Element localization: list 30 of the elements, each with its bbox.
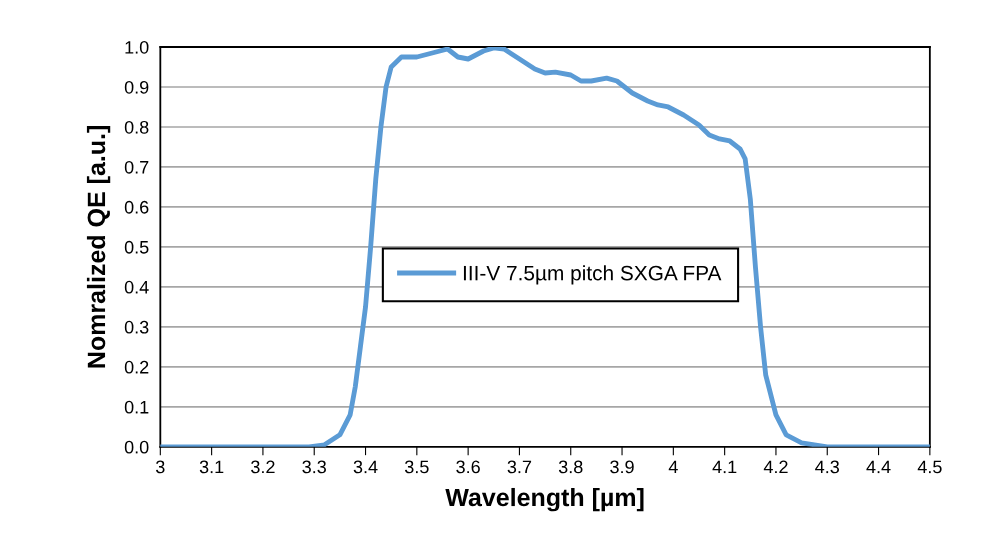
y-tick-label: 0.3 (124, 320, 149, 334)
y-axis-title: Nomralized QE [a.u.] (86, 126, 111, 368)
y-tick-label: 0.5 (124, 240, 149, 254)
x-tick-label: 3.6 (456, 460, 480, 474)
y-tick-label: 1.0 (125, 40, 149, 54)
x-tick-label: 4.3 (815, 460, 840, 474)
x-tick-label: 3.9 (610, 460, 634, 474)
y-tick-label: 0.7 (124, 160, 149, 174)
x-tick-label: 3.8 (558, 460, 583, 474)
y-tick-label: 0.1 (124, 400, 149, 414)
x-tick-label: 4 (668, 460, 678, 474)
x-tick-label: 3 (155, 460, 165, 474)
legend-label: III-V 7.5µm pitch SXGA FPA (463, 265, 722, 285)
y-tick-label: 0.2 (124, 360, 149, 374)
x-tick-label: 4.2 (763, 460, 788, 474)
x-tick-label: 3.1 (199, 460, 224, 474)
y-tick-label: 0.8 (124, 120, 149, 134)
x-tick-label: 3.5 (404, 460, 429, 474)
x-tick-label: 3.4 (353, 460, 378, 474)
x-tick-label: 3.3 (302, 460, 326, 474)
x-tick-label: 4.1 (712, 460, 737, 474)
y-tick-label: 0.0 (124, 440, 149, 454)
y-tick-label: 0.4 (124, 280, 149, 294)
x-axis-title: Wavelength [µm] (445, 487, 644, 512)
x-tick-label: 4.5 (917, 460, 942, 474)
x-tick-label: 4.4 (866, 460, 891, 474)
y-tick-label: 0.6 (124, 200, 149, 214)
y-tick-label: 0.9 (124, 80, 149, 94)
x-tick-label: 3.2 (251, 460, 275, 474)
x-tick-label: 3.7 (507, 460, 532, 474)
